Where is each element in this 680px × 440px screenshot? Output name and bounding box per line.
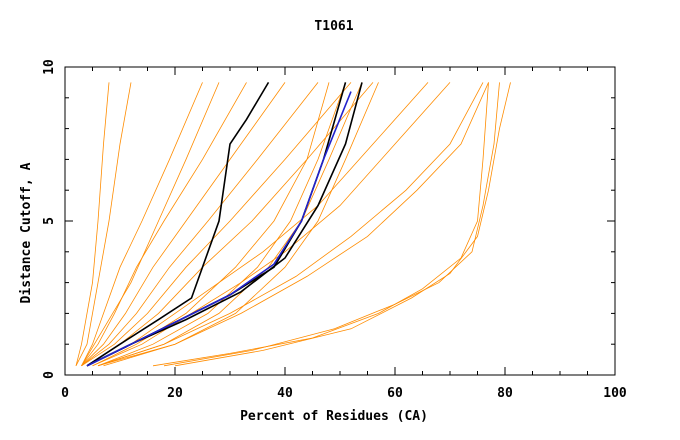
series-line-1	[81, 82, 247, 367]
series-line-14	[92, 82, 451, 367]
x-tick-label: 40	[277, 386, 293, 401]
series-line-22	[86, 82, 363, 367]
series-line-11	[75, 82, 110, 366]
series-line-0	[81, 82, 203, 366]
series-line-19	[174, 82, 511, 367]
series-line-23	[86, 91, 352, 367]
series-line-13	[86, 82, 429, 367]
series-line-12	[81, 82, 220, 367]
series-line-7	[97, 82, 346, 367]
y-tick-label: 0	[42, 371, 57, 379]
series-line-20	[86, 81, 270, 367]
series-line-4	[81, 82, 352, 367]
plot-frame	[64, 66, 616, 376]
y-tick-label: 5	[42, 217, 57, 225]
x-tick-label: 100	[603, 386, 627, 401]
series-line-2	[81, 82, 286, 367]
series-line-8	[97, 82, 363, 367]
x-tick-label: 20	[167, 386, 183, 401]
series-line-3	[81, 82, 319, 367]
series-line-6	[92, 82, 330, 367]
chart-title: T1061	[314, 19, 353, 34]
series-line-15	[97, 82, 484, 367]
x-tick-label: 80	[497, 386, 513, 401]
series-line-10	[75, 82, 132, 366]
series-line-18	[163, 82, 500, 367]
x-axis-label: Percent of Residues (CA)	[240, 409, 428, 424]
series-layer	[75, 81, 511, 367]
x-tick-label: 60	[387, 386, 403, 401]
x-tick-label: 0	[61, 386, 69, 401]
y-axis-label: Distance Cutoff, A	[19, 162, 34, 303]
ticks-layer: 0 20 40 60 80 100 0 5 10	[42, 59, 627, 401]
series-line-17	[152, 82, 489, 367]
series-line-16	[97, 82, 489, 367]
y-tick-label: 10	[42, 59, 57, 75]
